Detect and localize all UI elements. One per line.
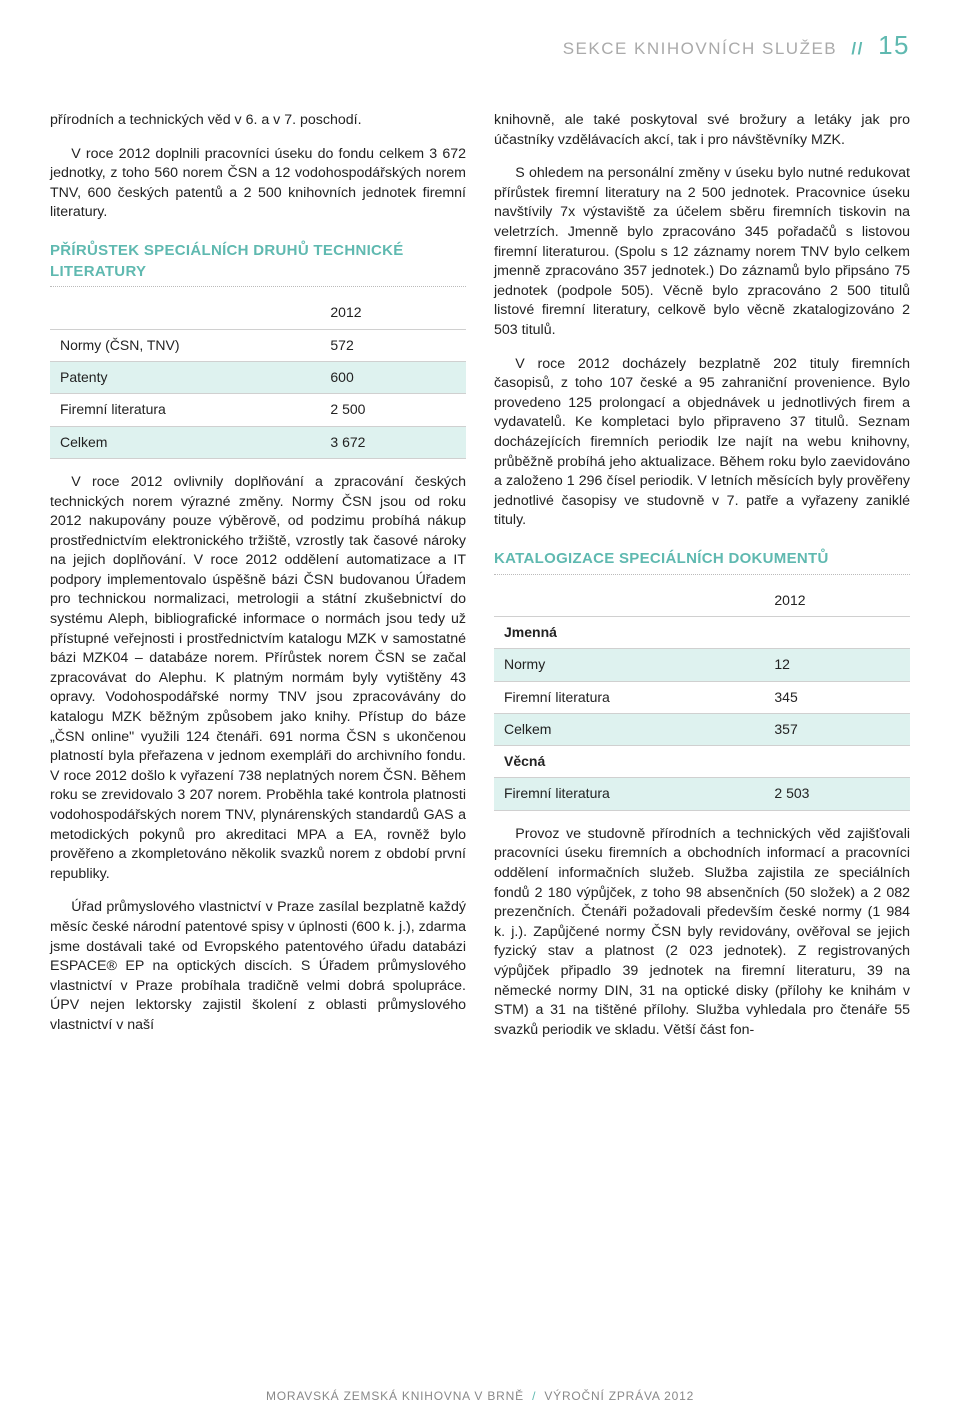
right-p3: V roce 2012 docházely bezplatně 202 titu… xyxy=(494,355,910,531)
left-p2: V roce 2012 ovlivnily doplňování a zprac… xyxy=(50,473,466,884)
t2-r12-v: 357 xyxy=(764,713,910,745)
table-prirustek: 2012 Normy (ČSN, TNV)572 Patenty600 Fire… xyxy=(50,297,466,459)
t1-r1-v: 600 xyxy=(320,361,466,393)
t2-r10-l: Normy xyxy=(494,649,764,681)
table-katalogizace: 2012 Jmenná Normy12 Firemní literatura34… xyxy=(494,585,910,811)
t2-g1: Jmenná xyxy=(494,616,764,648)
t2-g2: Věcná xyxy=(494,746,764,778)
footer-left: MORAVSKÁ ZEMSKÁ KNIHOVNA V BRNĚ xyxy=(266,1389,524,1403)
page-number: 15 xyxy=(878,30,910,60)
t2-year: 2012 xyxy=(764,585,910,617)
footer-right: VÝROČNÍ ZPRÁVA 2012 xyxy=(544,1389,694,1403)
t1-r1-l: Patenty xyxy=(50,361,320,393)
t1-r0-l: Normy (ČSN, TNV) xyxy=(50,329,320,361)
right-p1: knihovně, ale také poskytoval své brožur… xyxy=(494,111,910,150)
left-p3: Úřad průmyslového vlastnictví v Praze za… xyxy=(50,898,466,1035)
right-p4: Provoz ve studovně přírodních a technick… xyxy=(494,825,910,1041)
t2-r20-l: Firemní literatura xyxy=(494,778,764,810)
heading-katalogizace: KATALOGIZACE SPECIÁLNÍCH DOKUMENTŮ xyxy=(494,549,910,575)
t2-r12-l: Celkem xyxy=(494,713,764,745)
footer-sep: / xyxy=(532,1389,536,1403)
t2-r10-v: 12 xyxy=(764,649,910,681)
t2-r11-v: 345 xyxy=(764,681,910,713)
left-p1: V roce 2012 doplnili pracovníci úseku do… xyxy=(50,145,466,223)
page-header: SEKCE KNIHOVNÍCH SLUŽEB // 15 xyxy=(50,30,910,61)
section-name: SEKCE KNIHOVNÍCH SLUŽEB xyxy=(563,39,837,58)
heading-prirustek: PŘÍRŮSTEK SPECIÁLNÍCH DRUHŮ TECHNICKÉ LI… xyxy=(50,241,466,287)
t2-r11-l: Firemní literatura xyxy=(494,681,764,713)
intro-fragment: přírodních a technických věd v 6. a v 7.… xyxy=(50,111,466,131)
t1-r2-v: 2 500 xyxy=(320,394,466,426)
t1-year: 2012 xyxy=(320,297,466,329)
t1-r3-v: 3 672 xyxy=(320,426,466,458)
t1-r3-l: Celkem xyxy=(50,426,320,458)
body-columns: přírodních a technických věd v 6. a v 7.… xyxy=(50,111,910,1052)
page-footer: MORAVSKÁ ZEMSKÁ KNIHOVNA V BRNĚ / VÝROČN… xyxy=(0,1389,960,1403)
t2-r20-v: 2 503 xyxy=(764,778,910,810)
right-p2: S ohledem na personální změny v úseku by… xyxy=(494,164,910,340)
t1-r2-l: Firemní literatura xyxy=(50,394,320,426)
header-slashes: // xyxy=(851,39,863,58)
t1-r0-v: 572 xyxy=(320,329,466,361)
